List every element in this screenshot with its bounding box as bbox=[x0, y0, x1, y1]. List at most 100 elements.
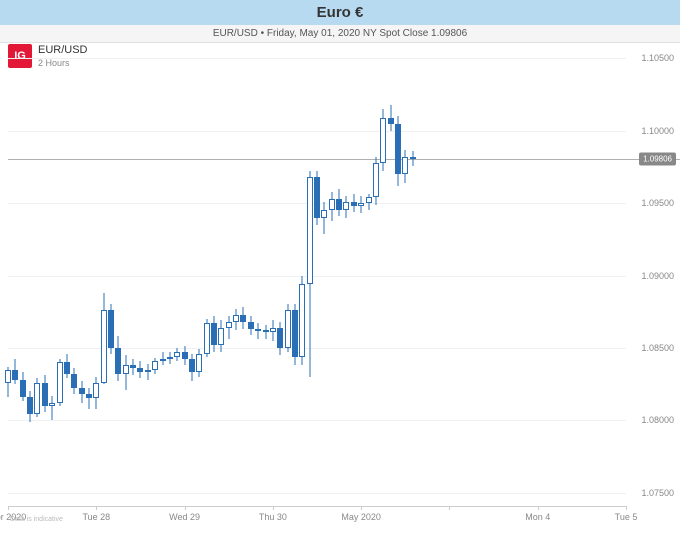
candle-body bbox=[277, 328, 283, 348]
candle bbox=[270, 44, 276, 507]
candle bbox=[196, 44, 202, 507]
candle-wick bbox=[88, 388, 89, 408]
current-price-label: 1.09806 bbox=[639, 152, 676, 165]
candle-body bbox=[366, 197, 372, 203]
candle-body bbox=[204, 323, 210, 353]
candle-body bbox=[49, 403, 55, 406]
candle bbox=[358, 44, 364, 507]
candle bbox=[93, 44, 99, 507]
candle bbox=[189, 44, 195, 507]
candle-wick bbox=[258, 323, 259, 339]
x-axis-label: Mon 4 bbox=[525, 512, 550, 522]
candle-body bbox=[285, 310, 291, 348]
candle-body bbox=[314, 177, 320, 218]
candle bbox=[108, 44, 114, 507]
candle-body bbox=[174, 352, 180, 356]
candle bbox=[145, 44, 151, 507]
candle-body bbox=[101, 310, 107, 382]
candle bbox=[307, 44, 313, 507]
candle-body bbox=[160, 359, 166, 361]
candle-body bbox=[402, 157, 408, 174]
x-axis-label: Thu 30 bbox=[259, 512, 287, 522]
candle-body bbox=[79, 388, 85, 394]
candle-body bbox=[336, 199, 342, 211]
candle bbox=[218, 44, 224, 507]
candle-body bbox=[226, 322, 232, 328]
candle-body bbox=[373, 163, 379, 198]
candle bbox=[410, 44, 416, 507]
y-axis-label: 1.08000 bbox=[641, 415, 674, 425]
candle bbox=[226, 44, 232, 507]
candle bbox=[211, 44, 217, 507]
candle-body bbox=[27, 397, 33, 414]
candle bbox=[285, 44, 291, 507]
candle bbox=[336, 44, 342, 507]
candle-body bbox=[292, 310, 298, 356]
candle bbox=[388, 44, 394, 507]
candle-body bbox=[93, 383, 99, 399]
candle-body bbox=[321, 210, 327, 217]
candle-body bbox=[42, 383, 48, 406]
candle bbox=[71, 44, 77, 507]
x-tick bbox=[449, 506, 450, 510]
plot-area: 1.075001.080001.085001.090001.095001.100… bbox=[8, 44, 626, 507]
candle-body bbox=[240, 315, 246, 322]
candle bbox=[373, 44, 379, 507]
candle bbox=[248, 44, 254, 507]
candle-body bbox=[137, 368, 143, 372]
candle-body bbox=[108, 310, 114, 348]
candle-body bbox=[182, 352, 188, 359]
candle bbox=[366, 44, 372, 507]
candle-body bbox=[233, 315, 239, 322]
candle-body bbox=[5, 370, 11, 383]
candle bbox=[255, 44, 261, 507]
candle-body bbox=[115, 348, 121, 374]
x-axis-label: May 2020 bbox=[341, 512, 381, 522]
x-axis-label: Tue 28 bbox=[82, 512, 110, 522]
candle-wick bbox=[52, 396, 53, 421]
candle bbox=[27, 44, 33, 507]
candle bbox=[12, 44, 18, 507]
y-axis-label: 1.09500 bbox=[641, 198, 674, 208]
candle-body bbox=[20, 380, 26, 397]
x-tick bbox=[626, 506, 627, 510]
x-tick bbox=[538, 506, 539, 510]
footer-note: Data is indicative bbox=[10, 516, 63, 523]
candle-body bbox=[248, 322, 254, 329]
candle bbox=[299, 44, 305, 507]
candle-body bbox=[395, 124, 401, 175]
candle bbox=[167, 44, 173, 507]
y-axis-label: 1.10500 bbox=[641, 53, 674, 63]
candle-body bbox=[329, 199, 335, 211]
candle-body bbox=[388, 118, 394, 124]
candle bbox=[57, 44, 63, 507]
candle bbox=[79, 44, 85, 507]
candle bbox=[182, 44, 188, 507]
candle bbox=[263, 44, 269, 507]
candle-body bbox=[86, 394, 92, 398]
candle-body bbox=[130, 365, 136, 368]
candle-body bbox=[358, 203, 364, 206]
candle-body bbox=[211, 323, 217, 345]
candle-body bbox=[123, 365, 129, 374]
candle bbox=[402, 44, 408, 507]
candle-body bbox=[299, 284, 305, 356]
candle bbox=[64, 44, 70, 507]
candle bbox=[204, 44, 210, 507]
candle-body bbox=[343, 202, 349, 211]
candle-body bbox=[255, 329, 261, 331]
candle bbox=[321, 44, 327, 507]
candle bbox=[115, 44, 121, 507]
candle bbox=[351, 44, 357, 507]
candle-body bbox=[64, 362, 70, 374]
candle bbox=[137, 44, 143, 507]
candle bbox=[152, 44, 158, 507]
candle-body bbox=[57, 362, 63, 403]
candle bbox=[380, 44, 386, 507]
y-axis-label: 1.09000 bbox=[641, 271, 674, 281]
candle bbox=[160, 44, 166, 507]
candle bbox=[277, 44, 283, 507]
candle-body bbox=[218, 328, 224, 345]
candle bbox=[20, 44, 26, 507]
candle bbox=[86, 44, 92, 507]
